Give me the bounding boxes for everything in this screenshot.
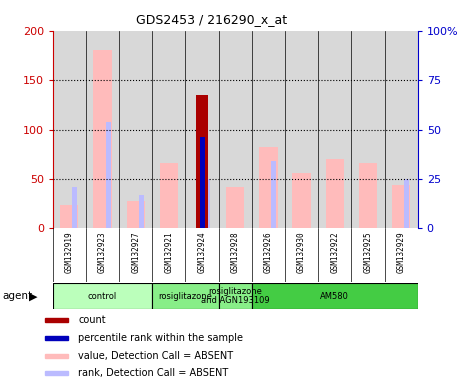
Text: rank, Detection Call = ABSENT: rank, Detection Call = ABSENT [78,368,228,378]
Bar [119,31,152,228]
Bar [185,31,218,228]
Text: ▶: ▶ [29,291,37,301]
Bar [285,31,318,228]
Text: GSM132924: GSM132924 [197,231,207,273]
Bar [106,122,111,228]
Text: GSM132921: GSM132921 [164,231,174,273]
Text: percentile rank within the sample: percentile rank within the sample [78,333,243,343]
Text: GSM132930: GSM132930 [297,231,306,273]
Bar [259,147,278,228]
Bar [86,31,119,228]
Text: GSM132925: GSM132925 [364,231,372,273]
Bar [385,31,418,228]
Bar [53,283,152,309]
Text: rosiglitazone
and AGN193109: rosiglitazone and AGN193109 [201,287,269,305]
Text: GSM132919: GSM132919 [65,231,74,273]
Text: GSM132927: GSM132927 [131,231,140,273]
Bar [404,179,409,228]
Bar [94,50,112,228]
Bar [351,31,385,228]
Text: control: control [88,291,117,301]
Bar [60,205,78,228]
Bar [45,336,68,340]
Bar [292,173,311,228]
Text: GDS2453 / 216290_x_at: GDS2453 / 216290_x_at [135,13,287,26]
Bar [45,371,68,375]
Text: GSM132928: GSM132928 [231,231,240,273]
Text: GSM132926: GSM132926 [264,231,273,273]
Bar [359,163,377,228]
Bar [152,31,185,228]
Bar [325,159,344,228]
Text: GSM132923: GSM132923 [98,231,107,273]
Text: GSM132922: GSM132922 [330,231,339,273]
Text: count: count [78,315,106,325]
Text: AM580: AM580 [320,291,349,301]
Bar [127,201,145,228]
Bar [73,187,77,228]
Text: GSM132929: GSM132929 [397,231,406,273]
Bar [53,31,86,228]
Text: rosiglitazone: rosiglitazone [158,291,213,301]
Bar [196,95,208,228]
Bar [45,318,68,322]
Bar [205,179,210,228]
Bar [392,185,410,228]
Bar [218,283,252,309]
Bar [226,187,244,228]
Text: agent: agent [2,291,33,301]
Bar [160,163,178,228]
Bar [252,283,418,309]
Bar [45,354,68,358]
Text: value, Detection Call = ABSENT: value, Detection Call = ABSENT [78,351,233,361]
Bar [200,137,205,228]
Bar [318,31,351,228]
Bar [139,195,144,228]
Bar [152,283,218,309]
Bar [252,31,285,228]
Bar [218,31,252,228]
Bar [271,161,276,228]
